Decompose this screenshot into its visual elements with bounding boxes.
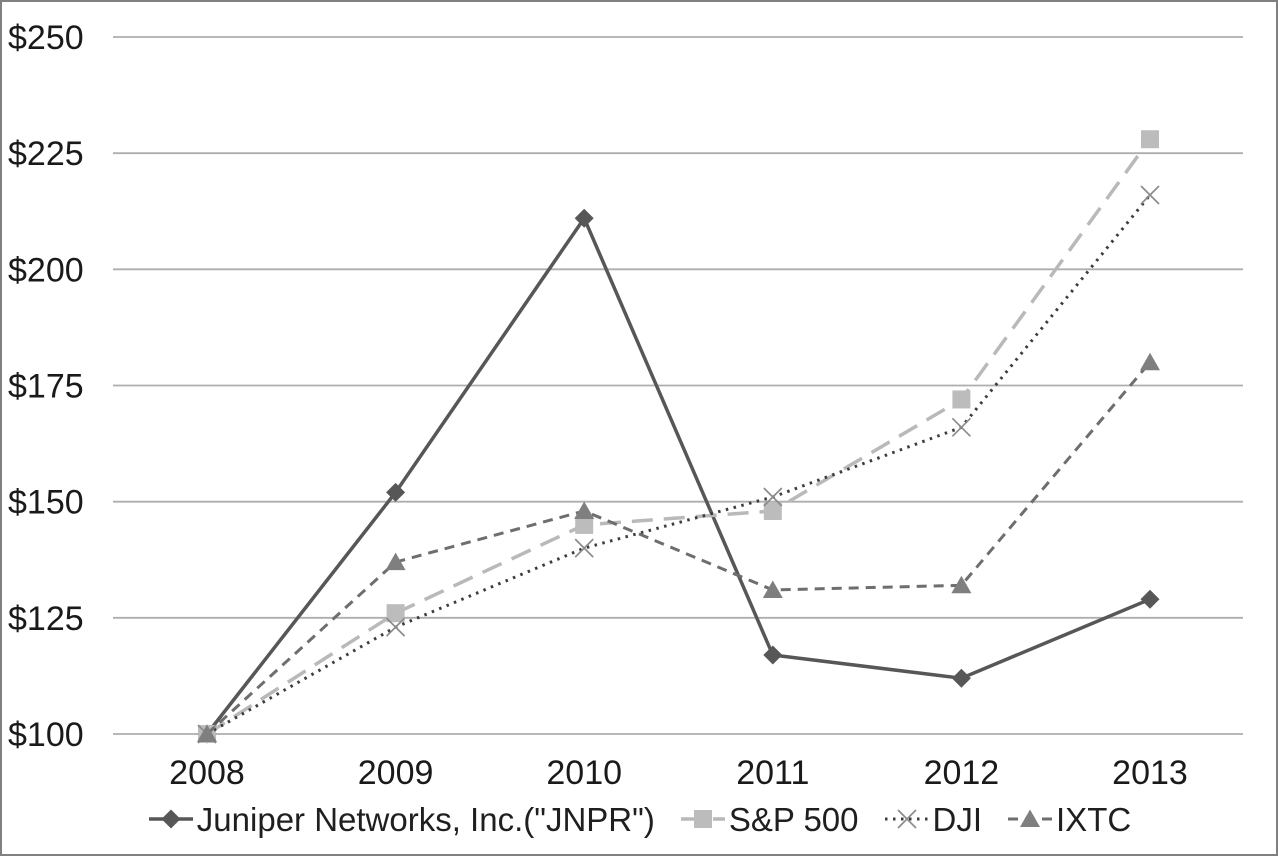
- square-marker: [763, 501, 782, 520]
- triangle-marker: [762, 580, 783, 598]
- legend-item-sp500: S&P 500: [679, 802, 859, 836]
- y-tick-label: $150: [8, 484, 84, 522]
- diamond-marker: [386, 482, 406, 502]
- x-marker: [574, 538, 594, 558]
- y-tick-label: $175: [8, 368, 84, 406]
- series-line: [205, 361, 1152, 736]
- series-line: [206, 194, 1152, 736]
- triangle-marker: [951, 575, 972, 594]
- y-tick-label: $125: [8, 600, 84, 638]
- x-marker: [763, 487, 783, 507]
- x-tick-label: 2008: [169, 754, 245, 792]
- legend-label-dji: DJI: [932, 800, 983, 838]
- x-marker: [385, 617, 406, 637]
- x-tick-label: 2012: [924, 754, 1000, 792]
- triangle-marker: [385, 552, 406, 571]
- dji-x-line-icon: [884, 809, 929, 829]
- legend-label-ixtc: IXTC: [1056, 800, 1132, 838]
- x-tick-label: 2010: [546, 754, 622, 792]
- x-tick-label: 2009: [358, 754, 434, 792]
- square-marker: [386, 604, 405, 623]
- x-tick-label: 2013: [1112, 754, 1188, 792]
- triangle-marker: [197, 724, 217, 742]
- diamond-marker: [574, 208, 594, 228]
- series-line: [205, 214, 1151, 736]
- y-tick-label: $250: [8, 19, 84, 57]
- triangle-marker: [1020, 809, 1041, 827]
- x-marker: [896, 809, 917, 829]
- x-marker: [951, 417, 972, 437]
- x-tick-label: 2011: [736, 754, 809, 792]
- diamond-marker: [763, 645, 783, 665]
- diamond-marker: [951, 668, 971, 688]
- square-marker: [952, 390, 971, 409]
- sp500-square-line-icon: [680, 810, 725, 828]
- y-tick-label: $100: [8, 716, 84, 754]
- legend-item-ixtc: IXTC: [1006, 802, 1131, 836]
- y-tick-label: $200: [8, 251, 84, 289]
- y-tick-label: $225: [8, 135, 84, 173]
- square-marker: [575, 515, 594, 534]
- diamond-marker: [1140, 589, 1160, 609]
- triangle-marker: [1140, 352, 1160, 371]
- performance-line-chart: $100 $125 $150 $175 $200 $225 $250 2008 2009 2010…: [8, 19, 1243, 792]
- jnpr-diamond-line-icon: [148, 809, 193, 829]
- legend-label-sp500: S&P 500: [728, 800, 859, 838]
- diamond-marker: [161, 809, 181, 829]
- square-marker: [693, 810, 712, 828]
- chart-legend: Juniper Networks, Inc.("JNPR") S&P 500 D…: [0, 796, 1278, 842]
- square-marker: [1141, 130, 1159, 149]
- legend-item-jnpr: Juniper Networks, Inc.("JNPR"): [147, 802, 655, 836]
- legend-label-jnpr: Juniper Networks, Inc.("JNPR"): [196, 800, 655, 838]
- x-marker: [1140, 185, 1160, 205]
- triangle-marker: [574, 501, 595, 519]
- series-line: [206, 138, 1152, 736]
- ixtc-triangle-line-icon: [1008, 809, 1053, 827]
- legend-item-dji: DJI: [883, 800, 983, 838]
